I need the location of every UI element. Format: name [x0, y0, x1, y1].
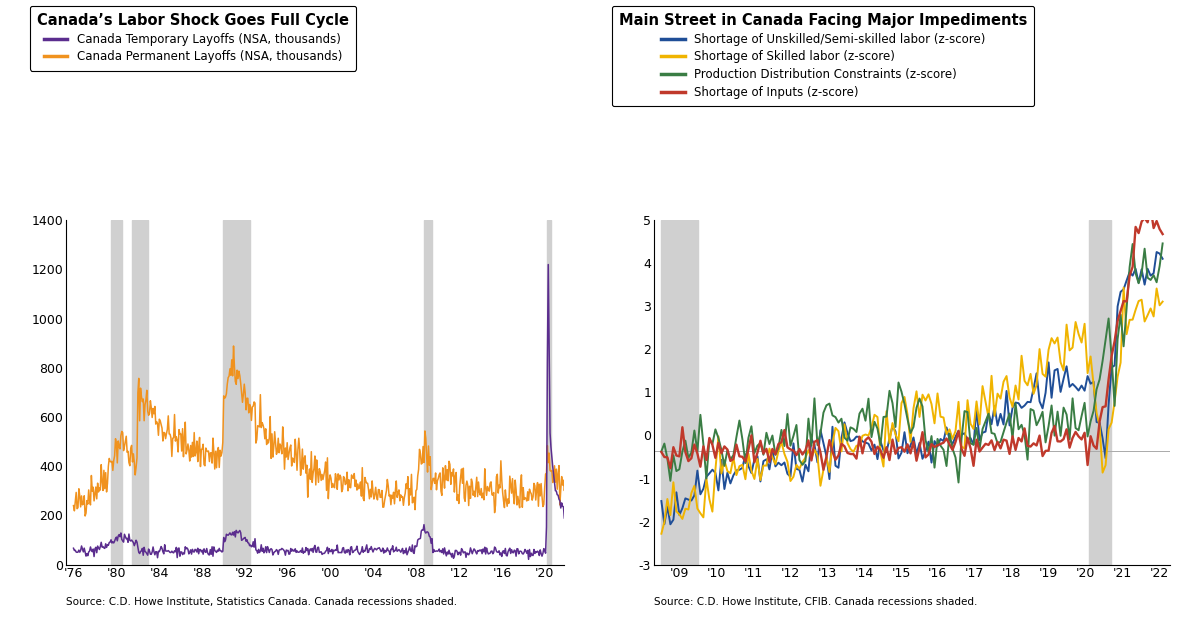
Bar: [661, 220, 698, 565]
Legend: Shortage of Unskilled/Semi-skilled labor (z-score), Shortage of Skilled labor (z: Shortage of Unskilled/Semi-skilled labor…: [612, 6, 1034, 106]
Text: Source: C.D. Howe Institute, CFIB. Canada recessions shaded.: Source: C.D. Howe Institute, CFIB. Canad…: [654, 597, 977, 607]
Bar: [110, 220, 121, 565]
Bar: [1088, 220, 1111, 565]
Bar: [424, 220, 432, 565]
Text: Source: C.D. Howe Institute, Statistics Canada. Canada recessions shaded.: Source: C.D. Howe Institute, Statistics …: [66, 597, 457, 607]
Bar: [132, 220, 149, 565]
Bar: [223, 220, 251, 565]
Legend: Canada Temporary Layoffs (NSA, thousands), Canada Permanent Layoffs (NSA, thousa: Canada Temporary Layoffs (NSA, thousands…: [30, 6, 356, 71]
Bar: [547, 220, 551, 565]
